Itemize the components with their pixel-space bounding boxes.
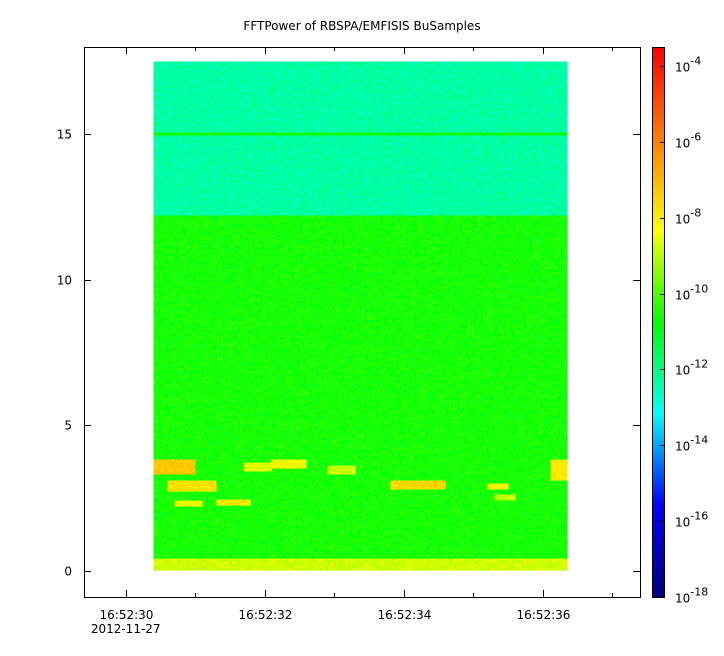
colorbar-tick-label: 10-10 [675, 283, 708, 303]
colorbar-tick-label: 10-14 [675, 434, 708, 454]
y-tick-label: 0 [64, 565, 72, 579]
y-tick-label: 10 [57, 274, 72, 288]
x-date-label: 2012-11-27 [91, 622, 161, 636]
chart-title: FFTPower of RBSPA/EMFISIS BuSamples [243, 19, 480, 33]
x-tick-label: 16:52:32 [239, 608, 293, 622]
colorbar-axis: 10-18 10-16 10-14 10-12 10-10 10-8 10-6 10-4 [660, 55, 708, 606]
colorbar-tick-label: 10-18 [675, 586, 708, 606]
colorbar-tick-label: 10-4 [675, 55, 701, 75]
colorbar [652, 47, 664, 597]
y-tick-label: 5 [64, 419, 72, 433]
y-axis: 0 5 10 15 [57, 128, 640, 579]
x-tick-label: 16:52:30 [100, 608, 154, 622]
x-tick-label: 16:52:34 [378, 608, 432, 622]
x-axis: 16:52:30 16:52:32 16:52:34 16:52:36 [100, 47, 613, 622]
y-tick-label: 15 [57, 128, 72, 142]
colorbar-tick-label: 10-12 [675, 358, 708, 378]
colorbar-tick-label: 10-6 [675, 131, 701, 151]
colorbar-tick-label: 10-16 [675, 510, 708, 530]
colorbar-frame [652, 47, 665, 598]
colorbar-tick-label: 10-8 [675, 207, 701, 227]
spectrogram-image [153, 61, 568, 571]
x-tick-label: 16:52:36 [517, 608, 571, 622]
